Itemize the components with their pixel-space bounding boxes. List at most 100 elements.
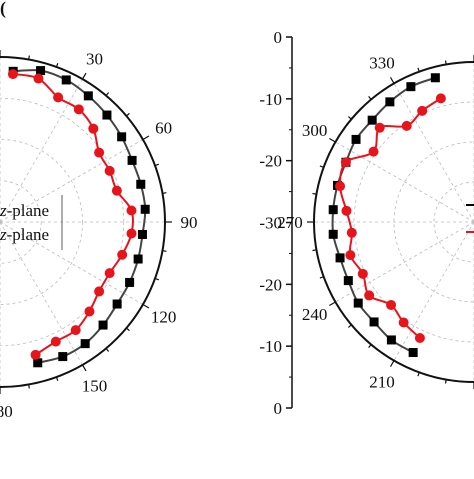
left-grid-circle-2: [0, 97, 125, 347]
right-series-1-point: [346, 227, 357, 238]
left-angle-tick-mark: [105, 348, 110, 352]
right-angle-tick-mark: [329, 301, 336, 307]
left-series-1-point: [126, 205, 137, 216]
radial-axis-tick-label: -20: [259, 275, 282, 294]
right-series-0-point: [328, 205, 338, 215]
right-series-1-point: [414, 333, 425, 344]
left-polar-panel: z-plane z-plane 30 60 90 120 150 180 (: [0, 0, 198, 421]
right-angle-tick-mark: [368, 95, 372, 100]
right-series-1-point: [374, 122, 385, 133]
left-series-0-point: [136, 179, 146, 189]
left-series-1-point: [70, 325, 81, 336]
right-series-1-point: [357, 268, 368, 279]
left-series-1-point: [73, 104, 84, 115]
right-angle-tick-mark: [417, 372, 420, 377]
right-angle-tick-mark: [347, 116, 352, 120]
left-series-0-point: [127, 155, 137, 165]
left-angle-tick-mark: [142, 303, 150, 309]
left-angle-tick-mark: [81, 72, 87, 80]
left-angle-tick-label: 90: [181, 213, 198, 232]
right-series-0-point: [335, 253, 345, 263]
right-angle-tick-mark: [347, 324, 352, 328]
right-angle-tick-label: 330: [369, 54, 395, 73]
right-series-0-point: [406, 82, 416, 92]
left-series-0-point: [80, 339, 90, 349]
left-grid-circle-0: [0, 180, 42, 264]
left-angle-tick-label: 180: [0, 402, 13, 421]
right-series-1-point: [417, 105, 428, 116]
right-series-0-point: [351, 134, 361, 144]
right-angle-tick-mark: [389, 77, 395, 84]
right-grid-spoke-330: [393, 83, 474, 223]
left-angle-tick-mark: [126, 327, 130, 332]
left-series-1-point: [84, 306, 95, 317]
left-series-1-point: [33, 73, 44, 84]
left-angle-tick-mark: [154, 163, 160, 167]
left-series-0-point: [36, 66, 46, 76]
left-series-0-point: [102, 110, 112, 120]
left-polar-plot-area: z-plane z-plane: [0, 50, 172, 394]
left-series-0-point: [117, 132, 127, 142]
right-angle-tick-mark: [444, 379, 447, 384]
right-angle-tick-mark: [417, 67, 420, 72]
right-series-0-point: [408, 348, 418, 358]
right-angle-tick-mark: [312, 249, 317, 252]
right-angle-tick-mark: [312, 192, 317, 195]
left-series-0-point: [98, 320, 108, 330]
left-series-0-point: [137, 229, 147, 239]
right-angle-tick-label: 210: [369, 372, 395, 391]
left-series-0-point: [61, 75, 71, 85]
right-series-1-point: [398, 317, 409, 328]
right-series-0-point: [369, 317, 379, 327]
left-angle-tick-mark: [162, 192, 167, 194]
right-angle-tick-label: 240: [302, 305, 328, 324]
left-series-1-point: [94, 286, 105, 297]
left-panel-corner-label: (: [0, 0, 6, 19]
left-series-0-point: [33, 358, 43, 368]
radial-axis-tick-label: 0: [274, 399, 283, 418]
right-series-0-point: [430, 73, 440, 83]
left-grid-circle-1: [0, 139, 83, 305]
left-series-1-point: [7, 69, 18, 80]
radial-axis-tick-label: -20: [259, 152, 282, 171]
right-grid-spoke-210: [393, 221, 474, 361]
right-series-0-point: [353, 298, 363, 308]
right-series-1-point: [401, 120, 412, 131]
right-angle-tick-mark: [319, 165, 324, 168]
radial-axis-tick-label: 0: [274, 28, 283, 47]
left-angle-tick-label: 150: [82, 377, 108, 396]
right-series-1-point: [341, 205, 352, 216]
left-series-1-point: [88, 123, 99, 134]
legend-entry: z-plane: [0, 201, 49, 220]
right-series-1-point: [345, 250, 356, 261]
left-series-1-point: [104, 165, 115, 176]
left-series-1-point: [117, 249, 128, 260]
right-series-0-point: [385, 97, 395, 107]
left-angle-tick-mark: [81, 364, 87, 372]
right-series-1-point: [340, 157, 351, 168]
left-series-1-point: [53, 92, 64, 103]
right-series-0-point: [386, 335, 396, 345]
left-series-0-point: [133, 254, 143, 264]
legend-entry: z-plane: [0, 225, 49, 244]
right-series-1-point: [364, 290, 375, 301]
right-series-1-point: [335, 181, 346, 192]
left-angle-tick-mark: [55, 62, 59, 68]
left-angle-tick-label: 30: [86, 49, 103, 68]
left-series-0-point: [112, 299, 122, 309]
left-angle-tick-mark: [142, 135, 150, 141]
right-series-0-point: [328, 229, 338, 239]
left-series-0-point: [125, 277, 135, 287]
left-series-1-point: [30, 349, 41, 360]
left-series-0-point: [140, 204, 150, 214]
left-angle-tick-label: 120: [151, 308, 177, 327]
left-series-1-point: [111, 185, 122, 196]
right-angle-tick-mark: [319, 276, 324, 279]
right-angle-tick-mark: [368, 344, 372, 349]
right-grid-spoke-300: [335, 141, 474, 223]
right-series-1-point: [435, 93, 446, 104]
right-angle-tick-label: 300: [302, 121, 328, 140]
left-angle-tick-mark: [28, 384, 30, 389]
left-angle-tick-mark: [162, 250, 167, 252]
